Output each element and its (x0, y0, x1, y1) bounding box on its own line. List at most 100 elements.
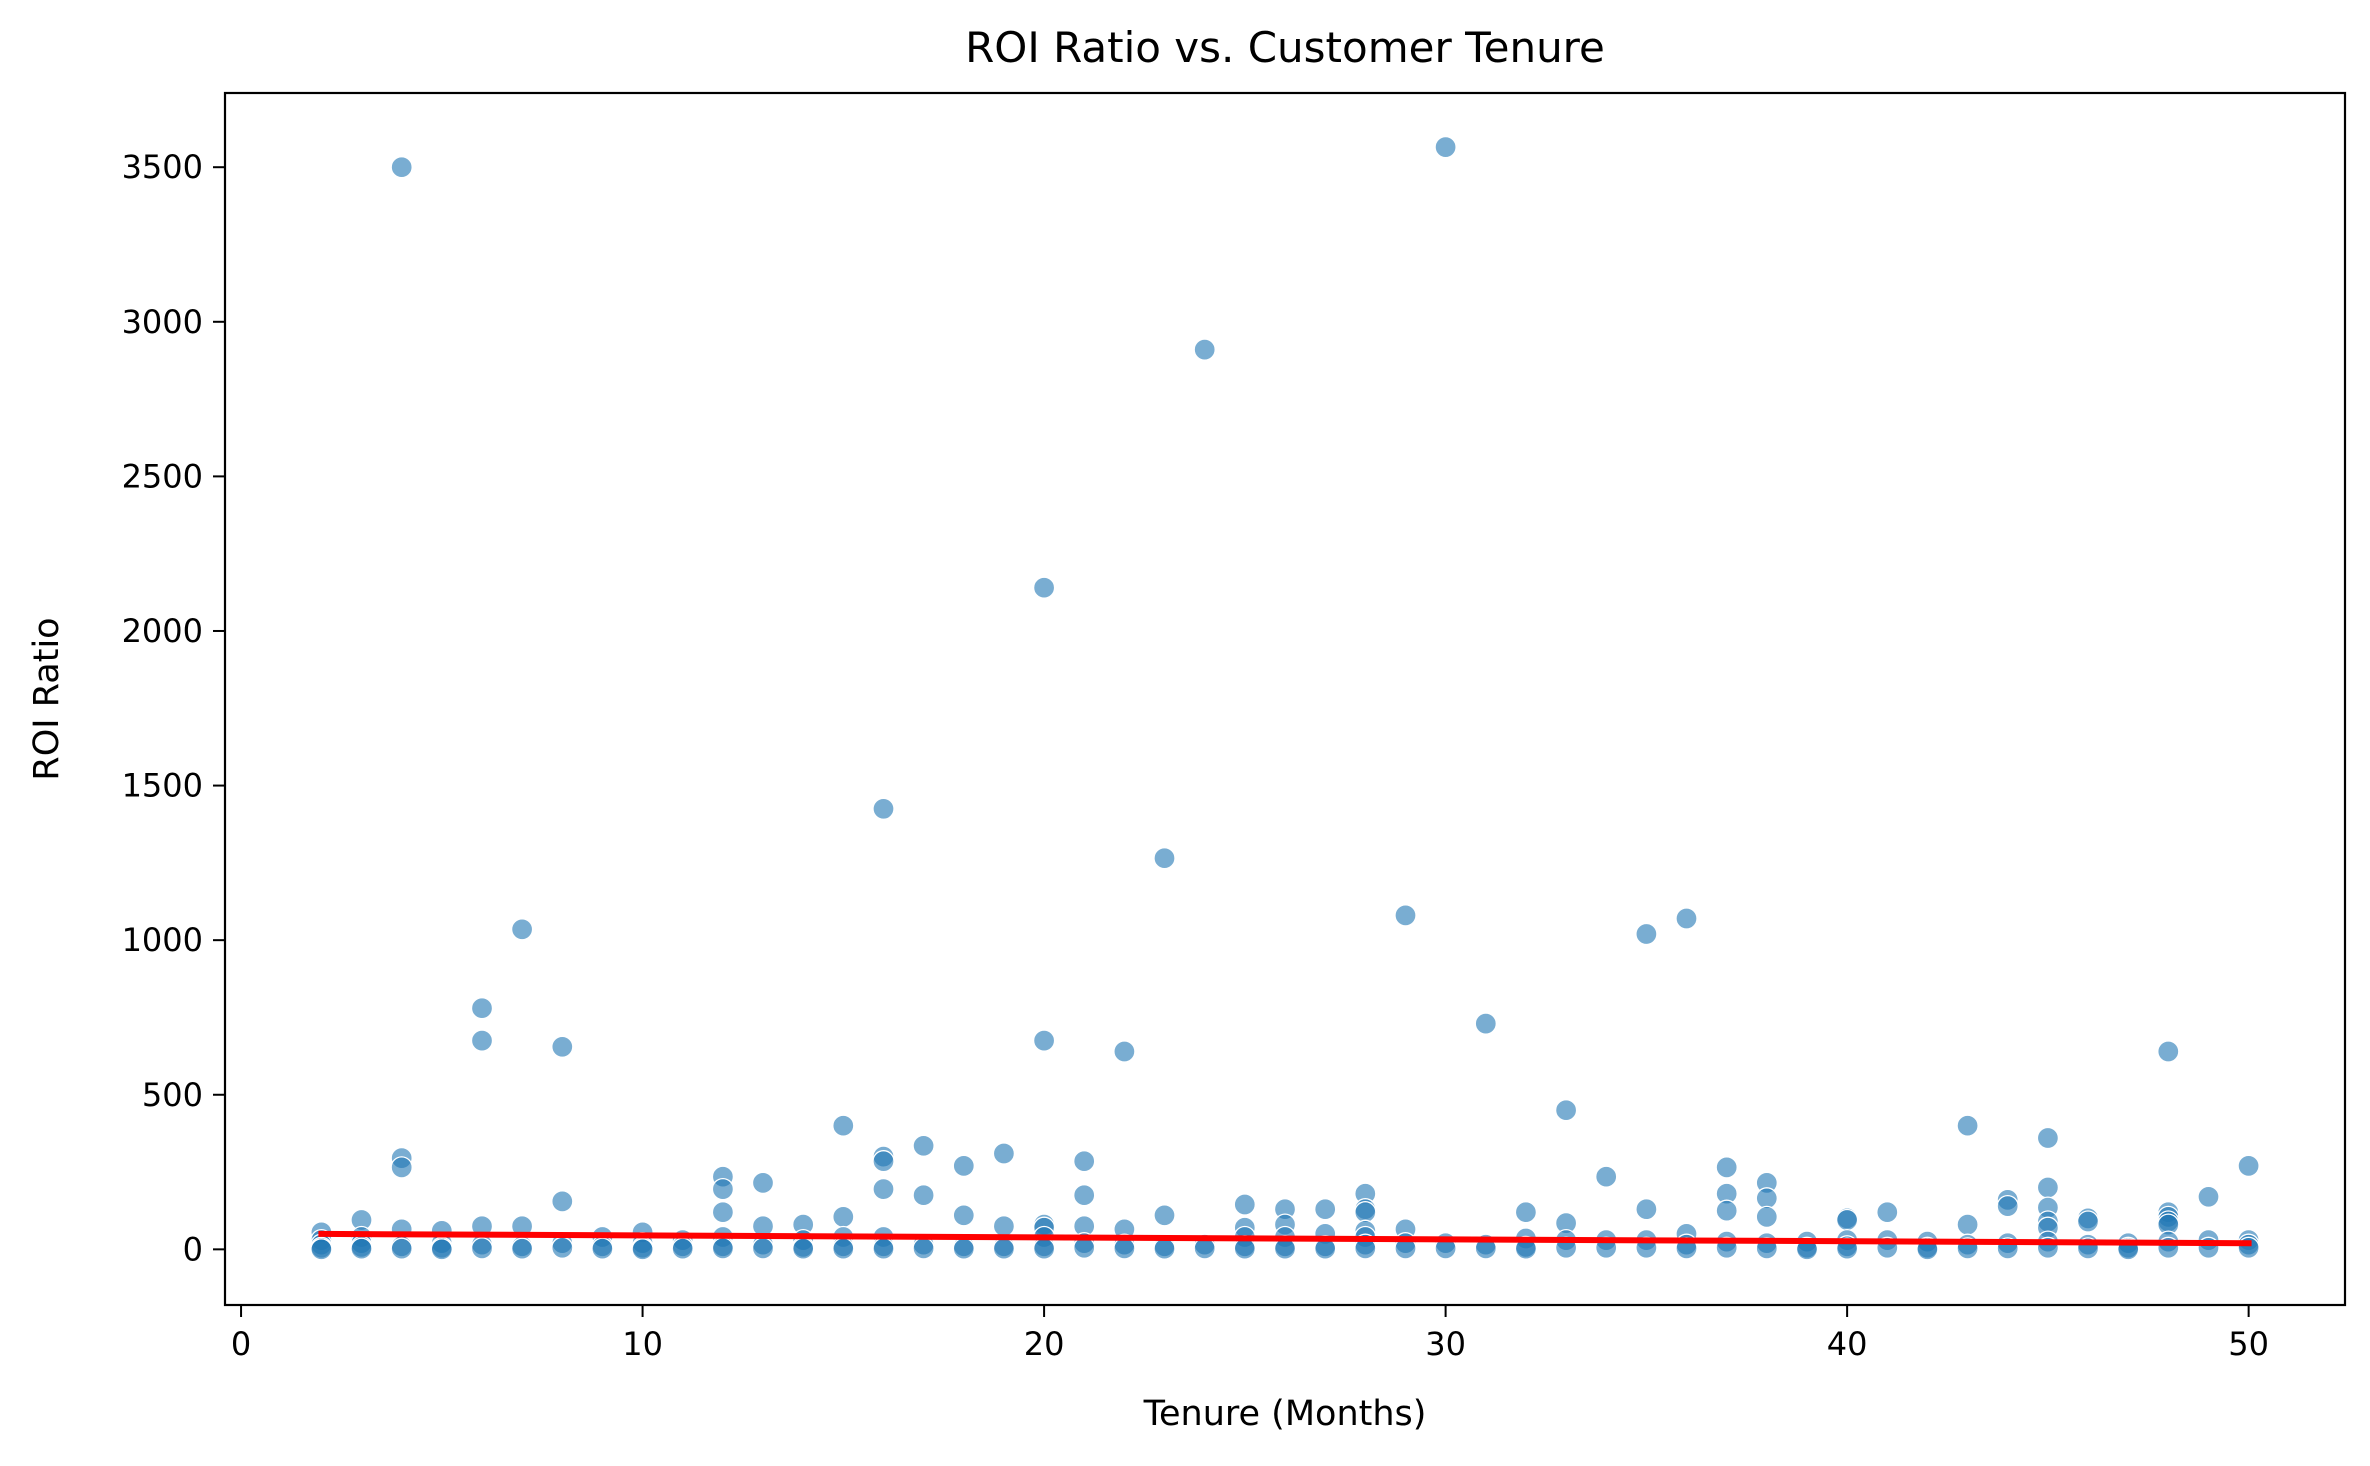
data-point (1595, 1165, 1618, 1188)
data-point (1715, 1156, 1738, 1179)
data-point (1514, 1201, 1538, 1224)
data-point (912, 1184, 935, 1207)
data-point (591, 1237, 614, 1260)
data-point (952, 1204, 975, 1227)
data-point (711, 1201, 735, 1224)
y-tick-label: 1500 (122, 767, 203, 805)
data-point (952, 1154, 975, 1178)
x-tick-label: 20 (1024, 1325, 1065, 1363)
data-point (832, 1237, 855, 1260)
data-point (1153, 1237, 1176, 1260)
chart-title: ROI Ratio vs. Customer Tenure (965, 23, 1605, 72)
data-point (631, 1238, 654, 1261)
data-point (551, 1236, 574, 1259)
data-point (912, 1134, 935, 1157)
data-point (2036, 1126, 2060, 1150)
y-tick-label: 3500 (122, 148, 203, 186)
y-tick-label: 2000 (122, 612, 203, 650)
data-point (1394, 904, 1417, 927)
data-point (1113, 1237, 1136, 1260)
data-point (992, 1142, 1016, 1165)
data-point (430, 1238, 453, 1261)
data-point (1073, 1150, 1096, 1173)
x-tick-label: 30 (1425, 1325, 1466, 1363)
data-point (551, 1190, 574, 1213)
data-point (1755, 1187, 1778, 1210)
data-point (872, 1237, 895, 1260)
data-point (390, 1237, 413, 1260)
data-point (1032, 576, 1056, 599)
plot-frame (223, 91, 2347, 1307)
data-point (390, 1156, 413, 1179)
data-point (751, 1237, 775, 1260)
data-point (832, 1205, 855, 1229)
data-point (1876, 1201, 1899, 1224)
y-tick-label: 2500 (122, 457, 203, 495)
data-point (1635, 922, 1658, 946)
data-point (1032, 1029, 1056, 1052)
data-point (1956, 1213, 1979, 1236)
data-point (470, 1029, 494, 1052)
data-point (510, 918, 534, 941)
data-point (390, 156, 413, 179)
x-tick-label: 40 (1827, 1325, 1868, 1363)
data-point (470, 1237, 494, 1260)
data-point (751, 1171, 775, 1195)
data-point (992, 1237, 1016, 1260)
data-point (992, 1215, 1016, 1238)
y-tick-label: 1000 (122, 921, 203, 959)
data-point (1675, 907, 1698, 930)
x-tick-label: 10 (622, 1325, 663, 1363)
data-point (1635, 1198, 1658, 1221)
data-point (2237, 1154, 2260, 1178)
y-tick-label: 3000 (122, 303, 203, 341)
x-axis-label: Tenure (Months) (1143, 1394, 1427, 1434)
data-point (1996, 1194, 2019, 1218)
data-point (1354, 1201, 1377, 1224)
data-point (310, 1238, 333, 1261)
data-point (792, 1237, 815, 1260)
data-point (2036, 1176, 2060, 1199)
data-point (1715, 1199, 1738, 1222)
data-point (1474, 1012, 1497, 1035)
points-layer (310, 135, 2260, 1261)
data-point (952, 1237, 975, 1260)
data-point (1755, 1205, 1778, 1229)
data-point (872, 1177, 895, 1201)
data-point (671, 1237, 694, 1260)
data-point (1153, 847, 1176, 870)
data-point (1032, 1237, 1056, 1260)
x-axis: 0 10 20 30 40 50 (231, 1305, 2269, 1363)
data-point (510, 1237, 534, 1260)
data-point (711, 1177, 735, 1201)
data-point (1835, 1208, 1859, 1232)
y-tick-label: 0 (183, 1230, 203, 1268)
data-point (1554, 1099, 1578, 1122)
y-axis: 0 500 1000 1500 2000 2500 3000 3500 (122, 148, 225, 1268)
data-point (1956, 1114, 1979, 1137)
data-point (872, 1150, 895, 1173)
data-point (1073, 1184, 1096, 1207)
data-point (1314, 1198, 1337, 1221)
data-point (350, 1237, 373, 1260)
trend-line (318, 1230, 2252, 1247)
y-tick-label: 500 (142, 1076, 203, 1114)
data-point (832, 1114, 855, 1137)
data-point (2197, 1185, 2220, 1208)
data-point (912, 1237, 935, 1260)
data-point (1113, 1040, 1136, 1063)
data-point (2157, 1040, 2180, 1063)
data-point (470, 997, 494, 1020)
data-point (872, 797, 895, 820)
data-point (711, 1237, 735, 1260)
x-tick-label: 50 (2228, 1325, 2269, 1363)
y-axis-label: ROI Ratio (27, 617, 67, 780)
x-tick-label: 0 (231, 1325, 251, 1363)
data-point (2076, 1210, 2100, 1233)
data-point (1233, 1193, 1256, 1216)
data-point (1434, 135, 1457, 159)
data-point (551, 1035, 574, 1058)
data-point (1193, 338, 1216, 361)
